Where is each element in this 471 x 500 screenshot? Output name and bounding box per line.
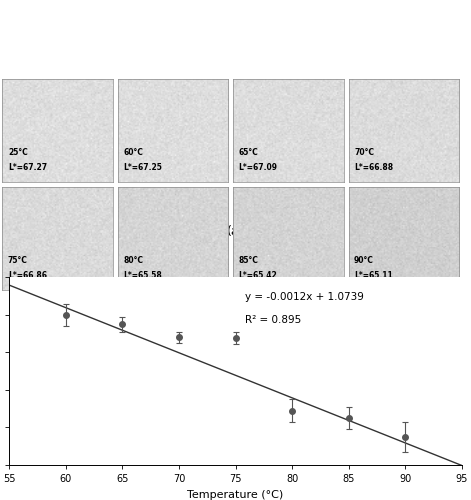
Text: 70°C: 70°C bbox=[354, 148, 374, 157]
Text: L*=67.25: L*=67.25 bbox=[123, 164, 162, 172]
Text: 75°C: 75°C bbox=[8, 256, 28, 265]
Text: L*=65.42: L*=65.42 bbox=[239, 272, 277, 280]
X-axis label: Temperature (°C): Temperature (°C) bbox=[187, 490, 284, 500]
Text: 65°C: 65°C bbox=[239, 148, 259, 157]
Text: L*=67.09: L*=67.09 bbox=[239, 164, 278, 172]
Text: (a): (a) bbox=[227, 225, 244, 238]
Text: R² = 0.895: R² = 0.895 bbox=[244, 315, 301, 325]
Text: 85°C: 85°C bbox=[239, 256, 259, 265]
Text: L*=66.88: L*=66.88 bbox=[354, 164, 393, 172]
Text: L*=65.11: L*=65.11 bbox=[354, 272, 393, 280]
Text: 90°C: 90°C bbox=[354, 256, 374, 265]
Text: L*=65.58: L*=65.58 bbox=[123, 272, 162, 280]
Text: L*=67.27: L*=67.27 bbox=[8, 164, 47, 172]
Text: 60°C: 60°C bbox=[123, 148, 143, 157]
Text: 80°C: 80°C bbox=[123, 256, 143, 265]
Text: 25°C: 25°C bbox=[8, 148, 28, 157]
Text: L*=66.86: L*=66.86 bbox=[8, 272, 47, 280]
Text: y = -0.0012x + 1.0739: y = -0.0012x + 1.0739 bbox=[244, 292, 364, 302]
